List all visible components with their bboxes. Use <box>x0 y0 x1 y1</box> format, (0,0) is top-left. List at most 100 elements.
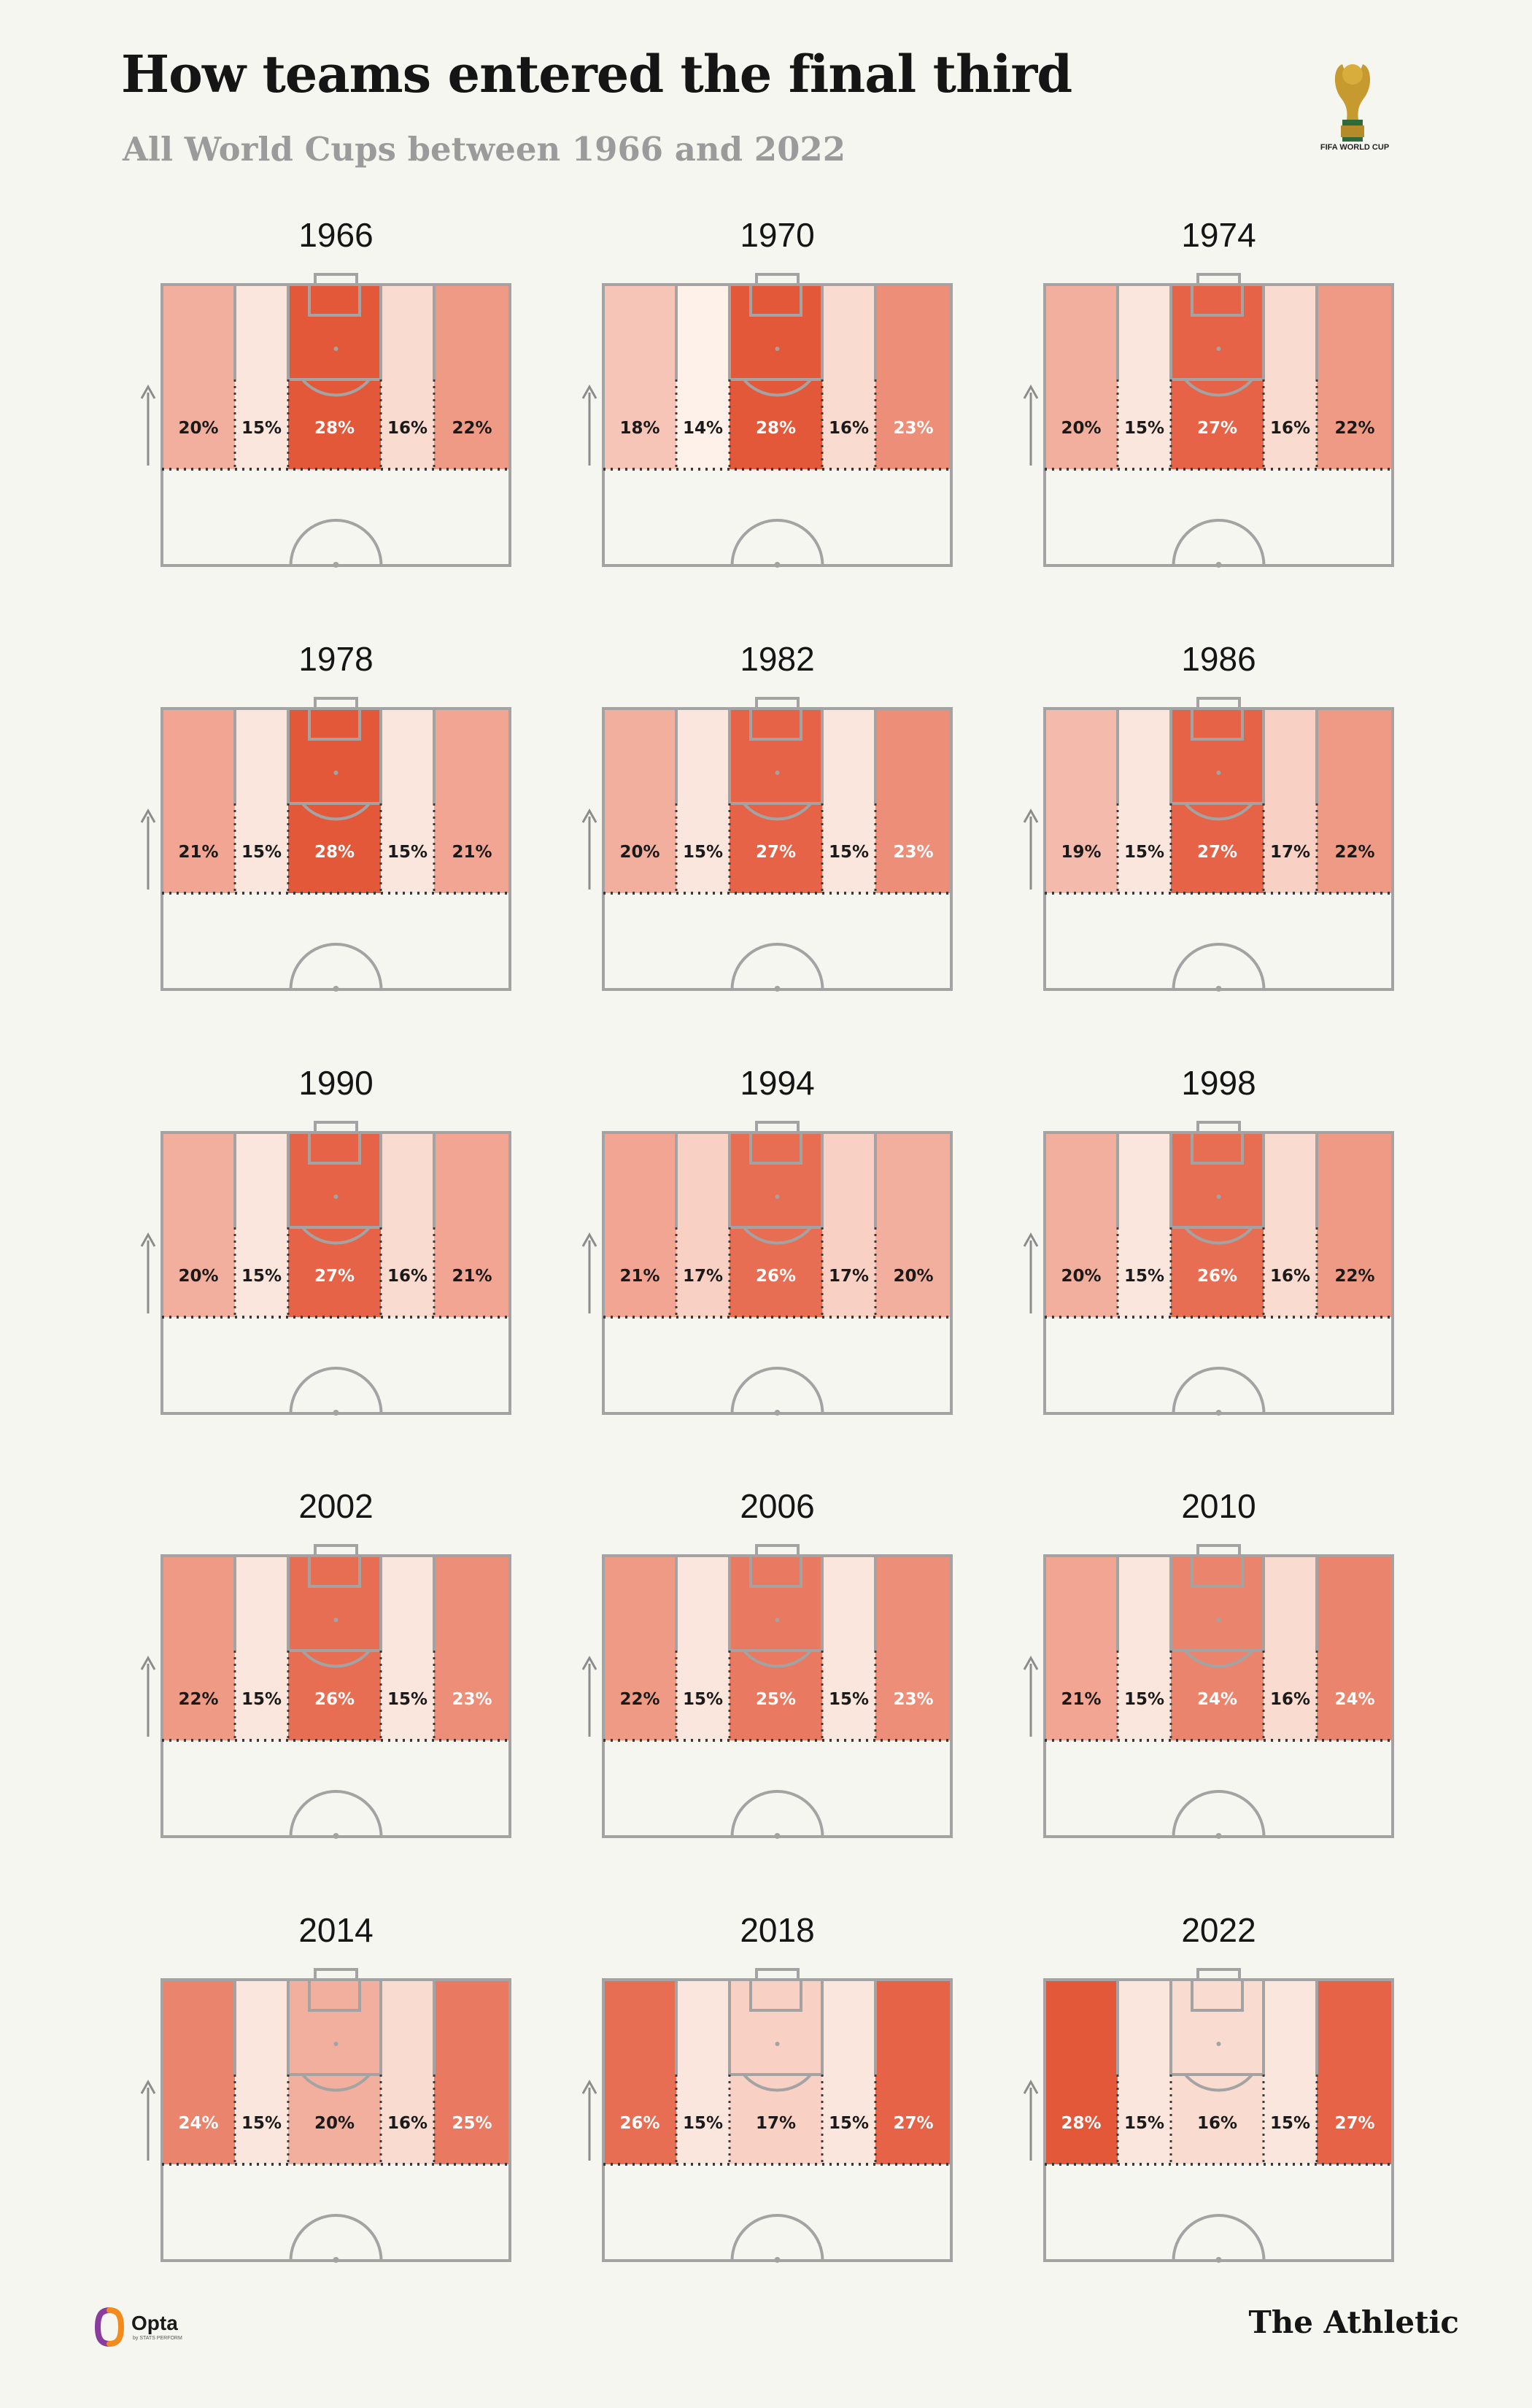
zone-bar <box>1118 1980 1171 2164</box>
centre-circle <box>289 2214 383 2261</box>
panel-year-label: 2010 <box>1181 1487 1256 1525</box>
centre-spot <box>1215 562 1222 568</box>
zone-bar <box>730 285 822 469</box>
pitch-panel-1978: 1978 21% 15% 28% 15% 21% <box>140 640 511 992</box>
zone-bar <box>822 1132 875 1317</box>
zone-bar <box>1317 285 1393 469</box>
attack-direction-arrowhead <box>581 1655 597 1670</box>
zone-bar <box>381 1132 434 1317</box>
zone-value-label: 15% <box>829 843 869 862</box>
centre-spot <box>333 1410 339 1416</box>
zone-value-label: 16% <box>1270 1690 1310 1709</box>
zone-value-label: 23% <box>893 1690 933 1709</box>
attack-direction-arrowhead <box>581 808 597 823</box>
centre-circle <box>730 1790 824 1837</box>
centre-spot <box>774 1833 781 1839</box>
penalty-arc <box>301 2073 371 2092</box>
zone-value-label: 16% <box>387 419 428 438</box>
centre-circle <box>1172 519 1266 566</box>
zone-bar <box>603 285 676 469</box>
centre-spot <box>774 562 781 568</box>
zone-value-label: 15% <box>241 419 282 438</box>
zone-value-label: 22% <box>1334 419 1374 438</box>
zone-bar <box>381 709 434 893</box>
goal <box>1196 697 1241 710</box>
zone-value-label: 21% <box>178 843 218 862</box>
zone-bar <box>1045 1980 1118 2164</box>
goal <box>755 1544 800 1557</box>
penalty-spot <box>1216 771 1221 775</box>
penalty-arc <box>742 2073 813 2092</box>
opta-logo-icon <box>95 2307 124 2347</box>
penalty-spot <box>1216 2042 1221 2046</box>
world-cup-logo-text: FIFA WORLD CUP <box>1320 143 1390 152</box>
zone-value-label: 27% <box>1334 2114 1374 2133</box>
zone-value-label: 26% <box>756 1267 796 1286</box>
panel-year-label: 1994 <box>740 1064 814 1102</box>
zone-bar <box>381 1556 434 1740</box>
pitch-panel-1990: 1990 20% 15% 27% 16% 21% <box>140 1064 511 1416</box>
penalty-spot <box>775 1618 780 1622</box>
zone-bar <box>434 1980 510 2164</box>
goal <box>755 273 800 286</box>
zone-bar <box>1045 285 1118 469</box>
zone-bar <box>730 709 822 893</box>
penalty-arc <box>301 802 371 821</box>
zone-value-label: 20% <box>893 1267 933 1286</box>
zone-value-label: 23% <box>893 843 933 862</box>
zone-value-label: 21% <box>1061 1690 1101 1709</box>
zone-value-label: 28% <box>1061 2114 1101 2133</box>
zone-bar <box>822 1980 875 2164</box>
opta-wordmark: Opta <box>131 2312 178 2334</box>
zone-bar <box>676 709 730 893</box>
zone-value-label: 15% <box>1270 2114 1310 2133</box>
zone-value-label: 16% <box>1270 419 1310 438</box>
centre-circle <box>1172 1367 1266 1414</box>
zone-value-label: 24% <box>1334 1690 1374 1709</box>
goal <box>314 697 358 710</box>
zone-bar <box>1317 1132 1393 1317</box>
zone-bar <box>381 1980 434 2164</box>
zone-bar <box>1171 1132 1264 1317</box>
zone-bar <box>875 1556 951 1740</box>
zone-value-label: 15% <box>1124 419 1164 438</box>
zone-bar <box>603 1132 676 1317</box>
penalty-arc <box>301 1226 371 1245</box>
zone-value-label: 20% <box>1061 1267 1101 1286</box>
attack-direction-arrowhead <box>140 2079 156 2094</box>
zone-bar <box>822 709 875 893</box>
zone-bar <box>162 1980 235 2164</box>
zone-bar <box>875 1980 951 2164</box>
penalty-spot <box>775 2042 780 2046</box>
zone-bar <box>730 1980 822 2164</box>
zone-value-label: 15% <box>1124 1690 1164 1709</box>
centre-circle <box>730 943 824 990</box>
zone-value-label: 23% <box>452 1690 492 1709</box>
centre-spot <box>333 986 339 992</box>
zone-value-label: 19% <box>1061 843 1101 862</box>
attack-direction-arrowhead <box>581 2079 597 2094</box>
panel-year-label: 1966 <box>298 216 373 254</box>
centre-circle <box>289 943 383 990</box>
zone-value-label: 27% <box>893 2114 933 2133</box>
penalty-spot <box>333 1195 338 1199</box>
chart-title: How teams entered the final third <box>121 44 1072 104</box>
zone-bar <box>162 709 235 893</box>
zone-bar <box>1264 709 1317 893</box>
zone-bar <box>1118 1556 1171 1740</box>
panel-year-label: 1970 <box>740 216 814 254</box>
penalty-spot <box>775 1195 780 1199</box>
zone-bar <box>1264 1980 1317 2164</box>
zone-value-label: 18% <box>619 419 659 438</box>
zone-value-label: 21% <box>619 1267 659 1286</box>
zone-value-label: 22% <box>1334 843 1374 862</box>
the-athletic-wordmark: The Athletic <box>1248 2304 1459 2340</box>
centre-circle <box>289 1790 383 1837</box>
zone-bar <box>162 1556 235 1740</box>
zone-value-label: 21% <box>452 1267 492 1286</box>
panel-year-label: 1998 <box>1181 1064 1256 1102</box>
goal <box>314 1121 358 1134</box>
zone-bar <box>1118 285 1171 469</box>
centre-spot <box>333 2257 339 2263</box>
